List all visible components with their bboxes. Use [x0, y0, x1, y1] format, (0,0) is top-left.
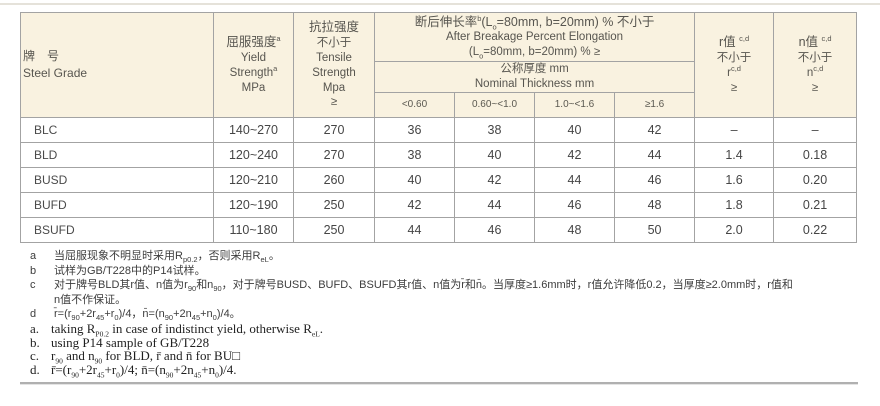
- top-divider: [0, 3, 880, 5]
- cell-yield: 120~210: [213, 166, 294, 193]
- cell-elong-3: 44: [534, 166, 615, 193]
- cell-elong-1: 44: [374, 216, 455, 243]
- footnote-text: using P14 sample of GB/T228: [51, 334, 210, 350]
- cell-elong-1: 36: [374, 116, 455, 143]
- cell-elong-1: 38: [374, 141, 455, 168]
- cell-grade: BUSD: [20, 166, 214, 193]
- header-range-060-10: 0.60~<1.0: [454, 91, 535, 118]
- footnote-marker: d.: [30, 361, 40, 377]
- cell-n: 0.22: [773, 216, 858, 243]
- footnote-en-d: d. r̄=(r90+2r45+r0)/4; n̄=(n90+2n45+n0)/…: [30, 361, 856, 380]
- footnote-text: 试样为GB/T228中的P14试样。: [54, 264, 206, 277]
- cell-tensile: 250: [293, 191, 375, 218]
- cell-elong-2: 42: [454, 166, 535, 193]
- footnotes-chinese: a 当屈服现象不明显时采用Rp0.2，否则采用ReL。 b 试样为GB/T228…: [30, 249, 856, 322]
- header-nominal-thickness: 公称厚度 mm Nominal Thickness mm: [373, 61, 696, 93]
- cell-elong-3: 48: [534, 216, 615, 243]
- table-row-bufd: BUFD 120~190 250 42 44 46 48 1.8 0.21: [20, 191, 858, 218]
- header-yield-strength: 屈服强度a Yield Strengtha MPa: [213, 12, 294, 118]
- header-n-value: n值 c,d 不小于 nc,d ≥: [773, 12, 858, 118]
- table-row-bld: BLD 120~240 270 38 40 42 44 1.4 0.18: [20, 141, 858, 168]
- header-steel-grade-zh: 牌 号: [23, 48, 60, 63]
- cell-elong-3: 46: [534, 191, 615, 218]
- cell-elong-4: 42: [613, 116, 696, 143]
- header-range-10-16: 1.0~<1.6: [534, 91, 615, 118]
- footnote-text: r90 and n90 for BLD, r̄ and n̄ for BU□: [51, 348, 240, 366]
- cell-tensile: 270: [293, 141, 375, 168]
- footnote-marker: c: [30, 279, 36, 292]
- footnotes-english: a. taking RP0.2 in case of indistinct yi…: [30, 321, 856, 380]
- table-row-busd: BUSD 120~210 260 40 42 44 46 1.6 0.20: [20, 166, 858, 193]
- cell-n: 0.18: [773, 141, 858, 168]
- cell-yield: 120~190: [213, 191, 294, 218]
- cell-elong-3: 42: [534, 141, 615, 168]
- cell-grade: BUFD: [20, 191, 214, 218]
- cell-tensile: 260: [293, 166, 375, 193]
- footnote-marker: b: [30, 264, 37, 277]
- cell-yield: 140~270: [213, 116, 294, 143]
- cell-elong-1: 42: [374, 191, 455, 218]
- header-steel-grade: 牌 号 Steel Grade: [20, 12, 214, 118]
- cell-r: 1.8: [694, 191, 775, 218]
- cell-tensile: 270: [293, 116, 375, 143]
- header-range-ge16: ≥1.6: [613, 91, 696, 118]
- footnote-marker: a: [30, 250, 37, 262]
- table-row-bsufd: BSUFD 110~180 250 44 46 48 50 2.0 0.22: [20, 216, 858, 243]
- footnote-zh-b: b 试样为GB/T228中的P14试样。: [30, 264, 856, 279]
- footnote-en-a: a. taking RP0.2 in case of indistinct yi…: [30, 321, 856, 339]
- header-range-lt060: <0.60: [374, 91, 455, 118]
- cell-elong-1: 40: [374, 166, 455, 193]
- footnote-en-c: c. r90 and n90 for BLD, r̄ and n̄ for BU…: [30, 348, 856, 366]
- cell-elong-4: 50: [613, 216, 696, 243]
- cell-n: 0.20: [773, 166, 858, 193]
- cell-elong-2: 44: [454, 191, 535, 218]
- footnote-zh-c: c 对于牌号BLD其r值、n值为r90和n90，对于牌号BUSD、BUFD、BS…: [30, 278, 856, 307]
- cell-elong-4: 46: [613, 166, 696, 193]
- cell-tensile: 250: [293, 216, 375, 243]
- cell-grade: BSUFD: [20, 216, 214, 243]
- cell-yield: 120~240: [213, 141, 294, 168]
- cell-n: –: [773, 116, 858, 143]
- footnote-en-b: b. using P14 sample of GB/T228: [30, 334, 856, 350]
- cell-n: 0.21: [773, 191, 858, 218]
- footnote-text: r̄=(r90+2r45+r0)/4，n̄=(n90+2n45+n0)/4。: [54, 308, 241, 323]
- footnote-marker: b.: [30, 334, 40, 350]
- cell-yield: 110~180: [213, 216, 294, 243]
- cell-r: 1.4: [694, 141, 775, 168]
- cell-r: 1.6: [694, 166, 775, 193]
- cell-elong-2: 38: [454, 116, 535, 143]
- header-elongation: 断后伸长率b(Lo=80mm, b=20mm) % 不小于 After Break…: [373, 12, 696, 62]
- footnote-marker: c.: [30, 348, 40, 364]
- cell-elong-4: 44: [613, 141, 696, 168]
- cell-elong-2: 40: [454, 141, 535, 168]
- cell-grade: BLD: [20, 141, 214, 168]
- footnote-text: r̄=(r90+2r45+r0)/4; n̄=(n90+2n45+n0)/4.: [51, 361, 237, 380]
- table-row-blc: BLC 140~270 270 36 38 40 42 – –: [20, 116, 858, 143]
- cell-elong-4: 48: [613, 191, 696, 218]
- footnote-text: 对于牌号BLD其r值、n值为r90和n90，对于牌号BUSD、BUFD、BSUF…: [54, 279, 793, 306]
- footnote-marker: a.: [30, 321, 40, 336]
- footnote-zh-a: a 当屈服现象不明显时采用Rp0.2，否则采用ReL。: [30, 249, 856, 264]
- footnote-zh-d: d r̄=(r90+2r45+r0)/4，n̄=(n90+2n45+n0)/4。: [30, 307, 856, 322]
- footnote-marker: d: [30, 308, 37, 321]
- footnote-text: taking RP0.2 in case of indistinct yield…: [51, 321, 324, 339]
- footnote-text: 当屈服现象不明显时采用Rp0.2，否则采用ReL。: [54, 250, 280, 265]
- bottom-divider: [20, 382, 858, 385]
- cell-elong-2: 46: [454, 216, 535, 243]
- header-steel-grade-en: Steel Grade: [23, 65, 88, 80]
- header-tensile-strength: 抗拉强度 不小于 Tensile Strength Mpa ≥: [293, 12, 375, 118]
- cell-grade: BLC: [20, 116, 214, 143]
- steel-grade-table: 牌 号 Steel Grade 屈服强度a Yield Strengtha MPa 抗…: [20, 12, 858, 243]
- cell-r: 2.0: [694, 216, 775, 243]
- header-r-value: r值 c,d 不小于 rc,d ≥: [694, 12, 775, 118]
- cell-r: –: [694, 116, 775, 143]
- cell-elong-3: 40: [534, 116, 615, 143]
